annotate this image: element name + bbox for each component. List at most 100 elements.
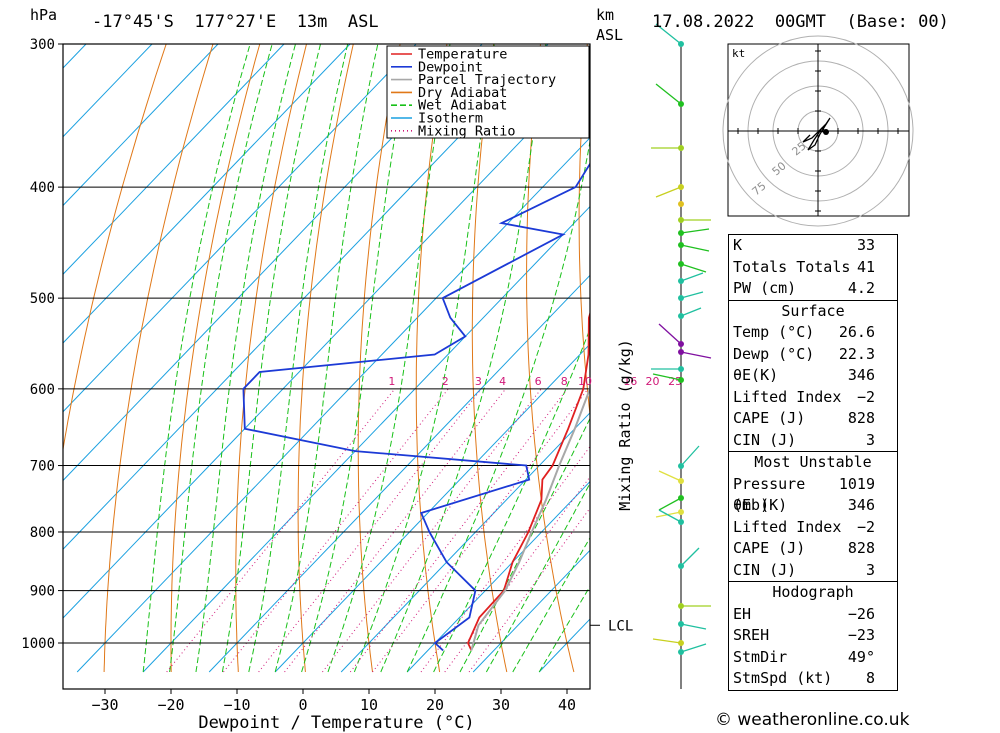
most-unstable-title: Most Unstable xyxy=(754,453,872,471)
mixing-ratio-line xyxy=(166,388,396,673)
isotherm-line xyxy=(274,343,590,673)
mixing-ratio-label: 2 xyxy=(442,375,449,388)
isotherm-line xyxy=(63,44,285,275)
hodograph-trace xyxy=(802,117,831,151)
wind-level-marker xyxy=(678,478,684,484)
isotherm-line xyxy=(406,480,590,673)
isotherm-line xyxy=(63,44,219,207)
wind-level-marker xyxy=(678,242,684,248)
surface-label: CIN (J) xyxy=(733,430,797,449)
temperature-tick-label: −30 xyxy=(91,696,118,714)
wet-adiabat-line xyxy=(538,585,590,673)
dry-adiabat-line xyxy=(578,44,590,419)
isotherm-line xyxy=(63,68,590,619)
wet-adiabat-line xyxy=(195,44,296,673)
surface-value: 828 xyxy=(847,409,875,427)
wind-barb xyxy=(655,83,682,105)
dry-adiabat-line xyxy=(471,44,508,673)
dewpoint-profile xyxy=(242,162,590,652)
dry-adiabat-line xyxy=(526,44,575,673)
dry-adiabat-line xyxy=(630,44,708,672)
legend-entry: Parcel Trajectory xyxy=(418,72,556,88)
most-unstable-row: CAPE (J) 828 xyxy=(729,538,897,560)
wind-barb xyxy=(680,643,707,653)
x-axis-label: Dewpoint / Temperature (°C) xyxy=(198,713,474,733)
wind-level-marker xyxy=(678,261,684,267)
most-unstable-value: 1019 xyxy=(838,474,875,493)
legend-entry: Mixing Ratio xyxy=(418,123,516,139)
most-unstable-row: θE (K) 346 xyxy=(729,495,897,517)
mixing-ratio-axis-label: Mixing Ratio (g/kg) xyxy=(616,339,634,511)
legend-entry: Dewpoint xyxy=(418,59,483,75)
wind-barb-column xyxy=(651,23,712,689)
surface-row: CAPE (J) 828 xyxy=(729,408,897,430)
temperature-tick-label: 10 xyxy=(360,696,378,714)
legend-box xyxy=(386,45,590,139)
wind-level-marker xyxy=(678,509,684,515)
wind-level-marker xyxy=(678,377,684,383)
pressure-tick-label: 900 xyxy=(30,584,55,600)
altitude-unit-km: km xyxy=(596,6,615,24)
wind-barb xyxy=(652,373,682,381)
mixing-ratio-line xyxy=(372,388,589,673)
hodograph-ring xyxy=(722,35,914,227)
wet-adiabat-line xyxy=(459,417,590,673)
surface-row: CIN (J) 3 xyxy=(729,430,897,452)
most-unstable-label: CAPE (J) xyxy=(733,539,806,557)
plot-lines xyxy=(63,44,1000,673)
hodograph-stat-value: 49° xyxy=(847,647,875,666)
plot-background xyxy=(63,44,590,689)
wind-level-marker xyxy=(678,563,684,569)
hodograph-stat-title: Hodograph xyxy=(772,583,854,601)
surface-value: −2 xyxy=(856,387,875,406)
wet-adiabat-line xyxy=(353,44,495,673)
wind-level-marker xyxy=(678,41,684,47)
mixing-ratio-line xyxy=(444,476,590,673)
wind-level-marker xyxy=(678,603,684,609)
wind-level-marker xyxy=(678,349,684,355)
wind-barb xyxy=(655,186,682,198)
temperature-profile xyxy=(467,310,590,651)
isotherm-line xyxy=(63,44,549,550)
wet-adiabat-line xyxy=(485,482,590,673)
index-label: K xyxy=(733,236,743,254)
surface-row: θE(K) 346 xyxy=(729,365,897,387)
mixing-ratio-label: 3 xyxy=(475,375,482,388)
hodograph-stat-row: StmSpd (kt) 8 xyxy=(729,668,897,690)
isotherm-line xyxy=(208,274,590,673)
hodograph-stat-label: EH xyxy=(733,604,752,623)
wind-barb xyxy=(655,23,682,45)
index-value: 33 xyxy=(856,236,875,254)
most-unstable-value: 346 xyxy=(847,496,875,514)
mixing-ratio-label: 16 xyxy=(623,375,637,388)
wind-level-marker xyxy=(678,463,684,469)
temperature-tick-label: 20 xyxy=(426,696,444,714)
wind-barb xyxy=(658,497,682,511)
credit-text: © weatheronline.co.uk xyxy=(715,710,910,730)
most-unstable-label: θE (K) xyxy=(733,496,788,514)
surface-row: Lifted Index −2 xyxy=(729,387,897,409)
plot-border xyxy=(62,43,591,690)
datetime-title: 17.08.2022 00GMT (Base: 00) xyxy=(652,12,949,32)
surface-label: Temp (°C) xyxy=(733,323,815,341)
wind-barb xyxy=(658,509,682,523)
wind-barb xyxy=(680,263,707,273)
hodograph-stat-row: EH −26 xyxy=(729,604,897,626)
wet-adiabat-line xyxy=(248,44,349,673)
wind-level-marker xyxy=(678,495,684,501)
mixing-ratio-line xyxy=(223,388,449,673)
most-unstable-row: Pressure (mb) 1019 xyxy=(729,474,897,515)
legend-entry: Temperature xyxy=(418,47,507,63)
wind-level-marker xyxy=(678,366,684,372)
altitude-unit-asl: ASL xyxy=(596,26,624,44)
dry-adiabat-line xyxy=(962,44,1000,672)
wind-barb xyxy=(658,323,682,345)
isotherm-line xyxy=(472,549,590,673)
wind-level-marker xyxy=(678,519,684,525)
surface-row: Temp (°C) 26.6 xyxy=(729,322,897,344)
temperature-tick-label: 0 xyxy=(298,696,307,714)
surface-row: Dewp (°C) 22.3 xyxy=(729,344,897,366)
wet-adiabat-line xyxy=(274,44,379,673)
